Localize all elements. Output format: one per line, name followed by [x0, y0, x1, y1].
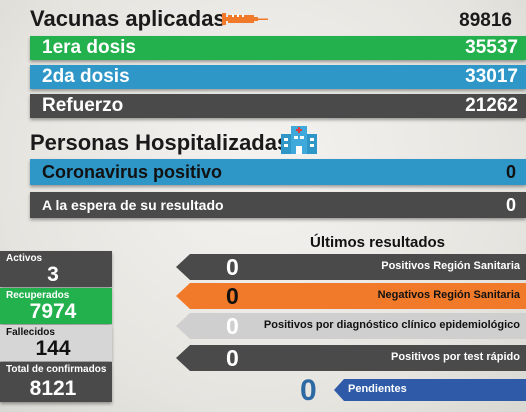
- result-value: 0: [226, 313, 239, 339]
- stat-total-confirmados: Total de confirmados 8121: [0, 362, 112, 402]
- result-label: Negativos Región Sanitaria: [377, 289, 520, 301]
- vacunas-row-2da: 2da dosis 33017: [30, 65, 526, 89]
- vacunas-row-1era: 1era dosis 35537: [30, 36, 526, 60]
- result-value: 0: [226, 254, 239, 280]
- result-label: Positivos por diagnóstico clínico epidem…: [263, 319, 520, 331]
- stat-label: Total de confirmados: [6, 364, 107, 375]
- row-value: 21262: [465, 95, 518, 116]
- stat-recuperados: Recuperados 7974: [0, 288, 112, 324]
- hospitalizadas-title: Personas Hospitalizadas: [30, 130, 290, 155]
- syringe-icon: [222, 13, 268, 25]
- row-value: 0: [505, 162, 516, 182]
- hosp-row-positivo: Coronavirus positivo 0: [30, 159, 526, 185]
- stat-fallecidos: Fallecidos 144: [0, 325, 112, 361]
- row-label: A la espera de su resultado: [42, 197, 224, 213]
- row-value: 35537: [465, 37, 518, 58]
- vacunas-row-refuerzo: Refuerzo 21262: [30, 94, 526, 118]
- stat-value: 3: [47, 263, 59, 286]
- stat-value: 7974: [29, 300, 77, 323]
- pendientes-bar: Pendientes: [334, 379, 526, 401]
- stat-value: 144: [35, 337, 71, 360]
- stat-value: 8121: [29, 377, 77, 400]
- row-label: Refuerzo: [42, 95, 124, 116]
- result-row-clinico: 0 Positivos por diagnóstico clínico epid…: [176, 313, 526, 339]
- ultimos-title: Últimos resultados: [310, 234, 446, 251]
- stat-label: Fallecidos: [6, 327, 55, 338]
- row-label: 1era dosis: [42, 37, 136, 58]
- row-label: Coronavirus positivo: [42, 162, 223, 182]
- stat-activos: Activos 3: [0, 251, 112, 287]
- vacunas-title: Vacunas aplicadas: [30, 6, 226, 31]
- hospital-icon: [281, 126, 317, 154]
- result-row-negativos-region: 0 Negativos Región Sanitaria: [176, 283, 526, 309]
- result-row-positivos-region: 0 Positivos Región Sanitaria: [176, 254, 526, 280]
- vacunas-total: 89816: [459, 10, 512, 31]
- row-label: 2da dosis: [42, 66, 130, 87]
- result-label: Positivos Región Sanitaria: [381, 260, 520, 272]
- result-value: 0: [226, 283, 239, 309]
- row-value: 0: [505, 195, 516, 215]
- stat-label: Activos: [6, 253, 43, 264]
- row-value: 33017: [465, 66, 518, 87]
- result-row-test-rapido: 0 Positivos por test rápido: [176, 345, 526, 371]
- pendientes-label: Pendientes: [348, 383, 407, 395]
- stat-label: Recuperados: [6, 290, 70, 301]
- pendientes-value: 0: [300, 374, 317, 407]
- hosp-row-espera: A la espera de su resultado 0: [30, 192, 526, 218]
- result-value: 0: [226, 345, 239, 371]
- result-label: Positivos por test rápido: [391, 351, 520, 363]
